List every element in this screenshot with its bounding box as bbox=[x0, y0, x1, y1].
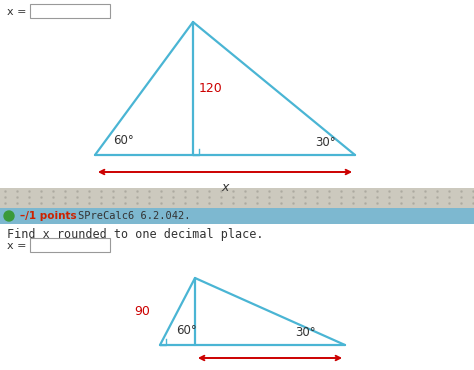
Text: 60°: 60° bbox=[176, 324, 197, 337]
Text: 120: 120 bbox=[199, 82, 223, 95]
Text: x: x bbox=[221, 181, 228, 194]
Text: x: x bbox=[266, 367, 273, 370]
FancyBboxPatch shape bbox=[30, 238, 110, 252]
Circle shape bbox=[4, 211, 14, 221]
Text: x =: x = bbox=[7, 241, 27, 251]
FancyBboxPatch shape bbox=[30, 4, 110, 18]
Text: 30°: 30° bbox=[315, 137, 336, 149]
Text: SPreCalc6 6.2.042.: SPreCalc6 6.2.042. bbox=[78, 211, 191, 221]
FancyBboxPatch shape bbox=[0, 208, 474, 224]
Text: 90: 90 bbox=[134, 305, 150, 318]
Text: 30°: 30° bbox=[295, 326, 316, 340]
FancyBboxPatch shape bbox=[0, 188, 474, 208]
Text: 60°: 60° bbox=[113, 135, 134, 148]
Text: x =: x = bbox=[7, 7, 27, 17]
Text: Find x rounded to one decimal place.: Find x rounded to one decimal place. bbox=[7, 228, 264, 241]
Text: –/1 points: –/1 points bbox=[20, 211, 77, 221]
